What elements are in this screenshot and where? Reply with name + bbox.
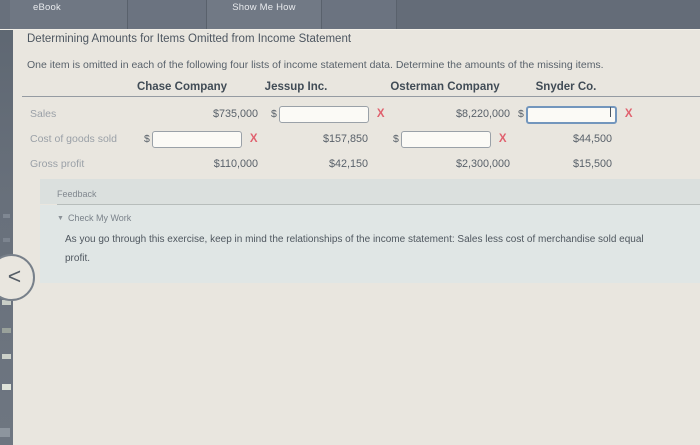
column-header-osterman: Osterman Company bbox=[390, 81, 500, 93]
tab-show-me-how[interactable]: Show Me How bbox=[207, 0, 322, 29]
text-cursor bbox=[609, 107, 611, 117]
amount-value-snyder-gp: $15,500 bbox=[572, 158, 612, 170]
input-cell-snyder-sales: $ X bbox=[518, 103, 633, 125]
column-header-chase: Chase Company bbox=[136, 81, 228, 93]
currency-prefix: $ bbox=[271, 108, 277, 120]
check-my-work-toggle[interactable]: ▼ Check My Work bbox=[40, 205, 700, 223]
column-header-snyder: Snyder Co. bbox=[535, 81, 597, 93]
error-x-mark: X bbox=[498, 133, 507, 145]
page-title: Determining Amounts for Items Omitted fr… bbox=[27, 33, 352, 45]
tab-ebook[interactable]: eBook bbox=[10, 0, 128, 29]
sales-input-snyder[interactable] bbox=[525, 105, 617, 124]
check-my-work-label: Check My Work bbox=[67, 213, 132, 223]
instruction-text: One item is omitted in each of the follo… bbox=[27, 59, 604, 71]
error-x-mark: X bbox=[624, 108, 633, 120]
strip-mark bbox=[0, 428, 10, 437]
cogs-input-osterman[interactable] bbox=[400, 130, 491, 148]
strip-mark bbox=[2, 384, 11, 390]
cogs-input-chase[interactable] bbox=[151, 130, 242, 148]
feedback-message-line1: As you go through this exercise, keep in… bbox=[65, 234, 644, 245]
feedback-divider bbox=[57, 204, 700, 205]
currency-prefix: $ bbox=[518, 108, 524, 120]
feedback-message-line2: profit. bbox=[65, 253, 91, 264]
error-x-mark: X bbox=[249, 133, 258, 145]
tab-ebook-label: eBook bbox=[33, 2, 61, 13]
strip-mark bbox=[2, 328, 11, 333]
sales-input-jessup[interactable] bbox=[278, 105, 369, 123]
feedback-label: Feedback bbox=[57, 189, 97, 199]
currency-prefix: $ bbox=[393, 133, 399, 145]
amount-value-jessup-gp: $42,150 bbox=[328, 158, 368, 170]
feedback-body: ▼ Check My Work As you go through this e… bbox=[40, 205, 700, 283]
table-header-rule bbox=[22, 96, 700, 97]
currency-prefix: $ bbox=[144, 133, 150, 145]
feedback-panel: Feedback ▼ Check My Work As you go throu… bbox=[40, 179, 700, 283]
row-label-gross-profit: Gross profit bbox=[30, 158, 85, 170]
toolbar-segment bbox=[322, 0, 397, 29]
amount-value-osterman-gp: $2,300,000 bbox=[455, 158, 510, 170]
chevron-left-icon: < bbox=[7, 263, 22, 289]
input-cell-osterman-cogs: $ X bbox=[393, 128, 507, 150]
amount-value-osterman-sales: $8,220,000 bbox=[455, 108, 510, 120]
strip-mark bbox=[2, 300, 11, 305]
strip-mark bbox=[2, 354, 11, 359]
row-label-sales: Sales bbox=[30, 108, 57, 120]
focused-input-wrap bbox=[525, 103, 617, 125]
amount-value-chase-gp: $110,000 bbox=[213, 158, 258, 170]
toolbar-segment bbox=[397, 0, 700, 29]
caret-down-icon: ▼ bbox=[57, 214, 64, 222]
input-cell-chase-cogs: $ X bbox=[144, 128, 258, 150]
amount-value-chase-sales: $735,000 bbox=[212, 108, 258, 120]
tab-show-me-how-label: Show Me How bbox=[232, 2, 296, 13]
strip-mark bbox=[3, 238, 10, 242]
strip-mark bbox=[3, 214, 10, 218]
input-cell-jessup-sales: $ X bbox=[271, 103, 385, 125]
toolbar-segment bbox=[128, 0, 207, 29]
toolbar: eBook Show Me How bbox=[0, 0, 700, 29]
amount-value-snyder-cogs: $44,500 bbox=[572, 133, 612, 145]
back-button[interactable]: < bbox=[0, 254, 35, 301]
amount-value-jessup-cogs: $157,850 bbox=[322, 133, 368, 145]
error-x-mark: X bbox=[376, 108, 385, 120]
left-edge-strip bbox=[0, 0, 13, 445]
feedback-header: Feedback bbox=[40, 179, 700, 204]
row-label-cogs: Cost of goods sold bbox=[30, 133, 117, 145]
column-header-jessup: Jessup Inc. bbox=[264, 81, 328, 93]
